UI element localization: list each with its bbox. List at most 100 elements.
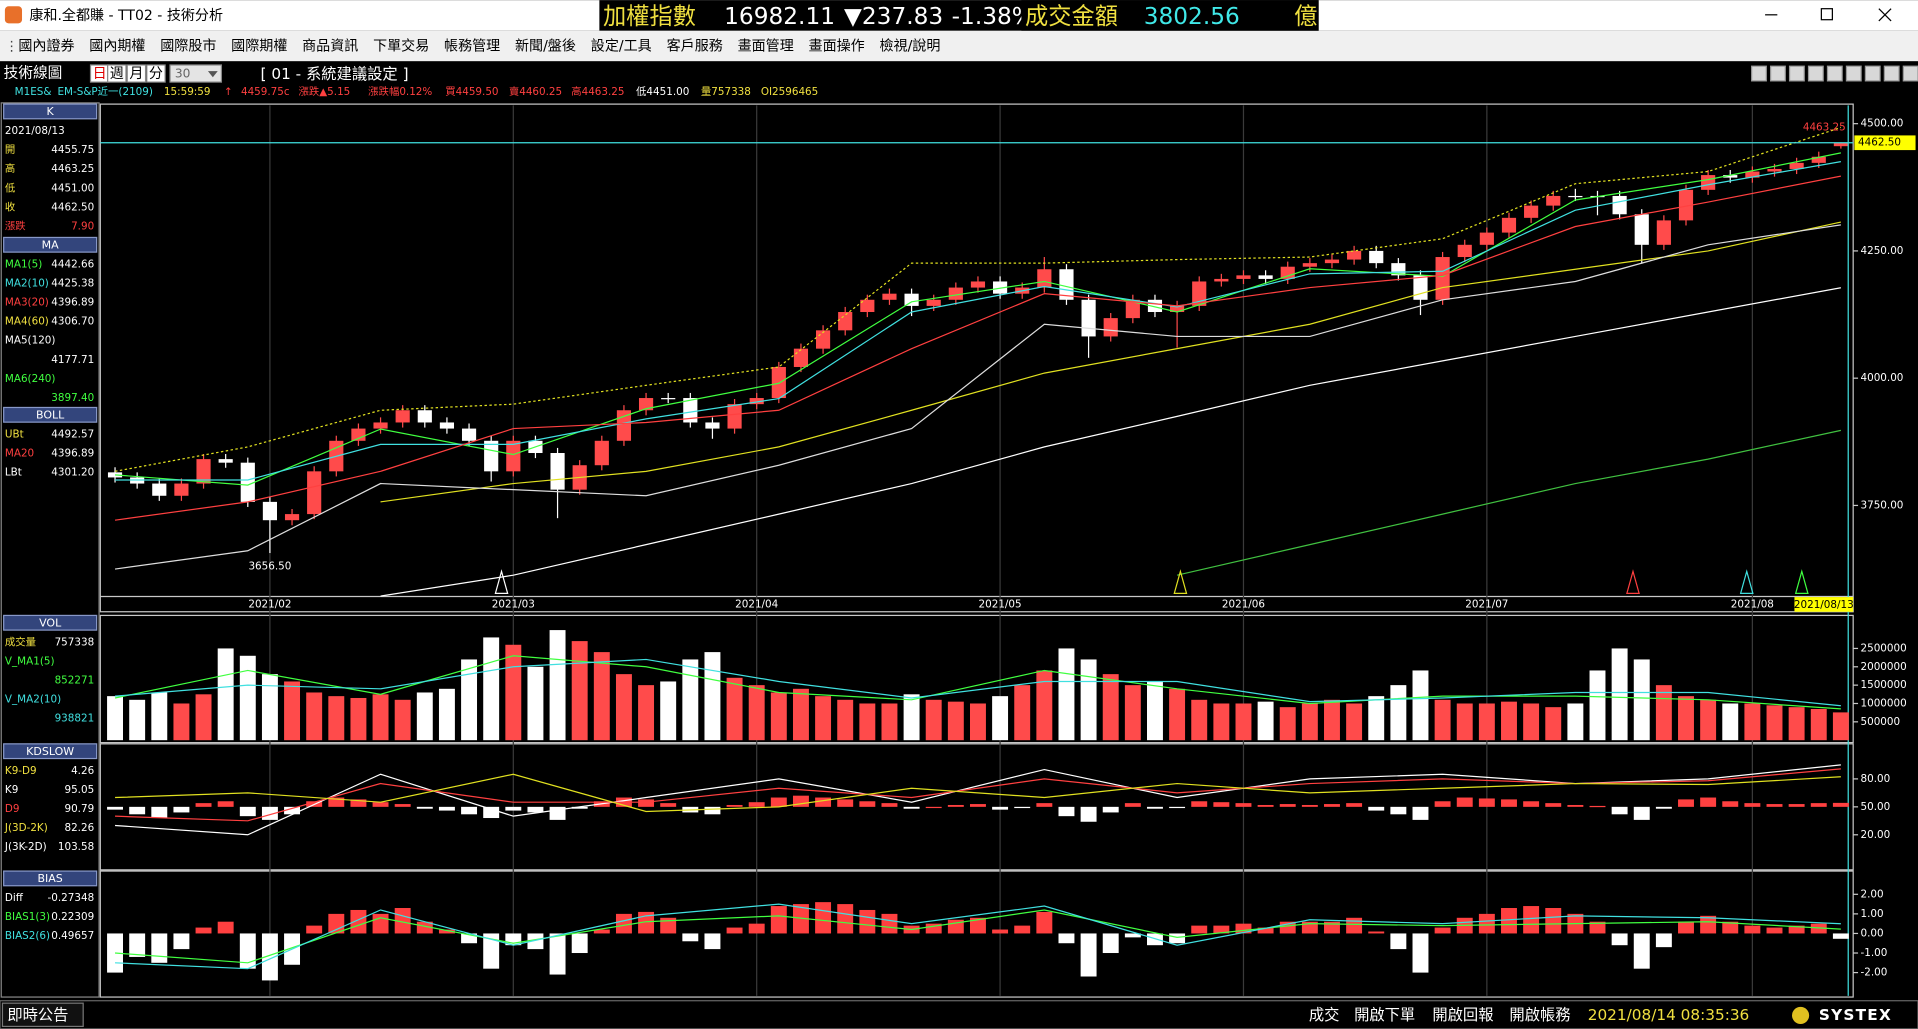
candle-body [461,428,477,441]
tool-button[interactable] [1883,65,1900,82]
y-tick-label: 1.00 [1861,908,1884,920]
volume-bar [1058,648,1075,741]
interval-value[interactable]: 30 [175,67,191,81]
tool-button[interactable] [1788,65,1805,82]
tool-button[interactable] [1807,65,1824,82]
volume-bar [372,694,389,741]
menu-item[interactable]: 客戶服務 [667,38,723,55]
bias-bar [1147,933,1163,946]
menu-item[interactable]: 國內證券 [18,38,74,55]
indicator-line [380,287,1841,597]
volume-bar [1279,707,1296,741]
panel-title: MA [42,238,59,251]
candle-body [218,459,233,463]
kd-bar [1501,799,1517,807]
menu-item[interactable]: 下單交易 [373,38,429,55]
kd-bar [1633,806,1650,820]
status-button[interactable]: 開啟下單 [1354,1006,1415,1024]
period-label[interactable]: 分 [149,66,163,82]
tool-button[interactable] [1864,65,1881,82]
interval-select[interactable] [169,64,223,83]
status-button[interactable]: 開啟帳務 [1509,1006,1570,1024]
select-arrow[interactable] [207,71,218,78]
menu-item[interactable]: 新聞/盤後 [515,39,576,55]
status-bar [0,1000,1918,1029]
window-buttons[interactable] [1765,8,1892,22]
kd-bar [1058,806,1075,817]
kd-bar [1478,798,1495,807]
menu-item[interactable]: 國際股市 [160,38,216,55]
tool-button[interactable] [1902,65,1918,82]
indicator-value: 4492.57 [51,428,94,440]
tool-button[interactable] [1751,65,1767,82]
status-button[interactable]: 開啟回報 [1432,1006,1493,1024]
period-label[interactable]: 日 [93,66,107,82]
bias-bar [1014,925,1031,934]
close[interactable] [1878,8,1892,22]
notice-box[interactable] [1,1002,84,1028]
volume-bar [1589,670,1606,741]
tool-button[interactable] [1826,65,1843,82]
kd-bar [992,806,1009,810]
ticker-unit: 億 [1294,3,1317,30]
bias-bar [1301,921,1318,934]
indicator-value: 4425.38 [51,277,94,289]
menu-item[interactable]: 帳務管理 [444,39,500,55]
kd-bar [261,806,278,820]
period-tab[interactable] [126,64,147,83]
tool-button[interactable] [1769,65,1786,82]
ticker-amount_label: 成交金額 [1025,3,1118,30]
volume-bar [1611,648,1628,741]
kd-bar [1655,806,1672,809]
bias-bar [1235,923,1252,934]
volume-bar [1810,708,1827,741]
period-label[interactable]: 週 [110,66,124,82]
kd-bar [1324,804,1340,807]
period-tab[interactable] [107,64,127,83]
kd-bar [1567,804,1584,807]
restore[interactable] [1820,8,1833,21]
indicator-label: 低 [5,181,16,194]
tool-button[interactable] [1845,65,1862,82]
candle-body [1302,263,1317,267]
bias-bar [1368,931,1385,934]
bias-bar [261,933,278,981]
menu-item[interactable]: 商品資訊 [302,39,358,55]
candle-body [1413,275,1428,300]
kd-bar [969,804,986,807]
kd-bar [1678,799,1694,807]
quote-field: 4459.75c [241,86,290,98]
menu-item[interactable]: 畫面管理 [738,39,794,55]
indicator-label: 開 [5,144,15,156]
volume-bar [173,703,190,741]
candle-body [793,348,809,367]
menu-item[interactable]: 設定/工具 [591,39,652,55]
period-tab[interactable] [146,64,166,83]
candle-body [1347,250,1362,260]
kd-bar [1368,806,1385,811]
indicator-value: 4396.89 [51,447,94,459]
menu-item[interactable]: 國內期權 [89,39,145,55]
status-button[interactable]: 成交 [1309,1006,1340,1024]
volume-bar [969,703,986,741]
indicator-line [114,224,1841,570]
volume-bar [261,674,278,741]
volume-bar [1124,685,1141,741]
volume-bar [1147,681,1163,741]
volume-bar [660,681,677,741]
panel-header [3,103,98,120]
volume-bar [1545,707,1562,741]
menu-item[interactable]: 國際期權 [231,39,287,55]
bias-bar [1257,927,1274,934]
kd-bar [1147,806,1163,809]
kd-bar [173,806,190,813]
bias-bar [615,913,632,934]
kd-bar [903,806,920,809]
menu-item[interactable]: 畫面操作 [809,39,865,55]
panel-title: VOL [39,616,62,629]
y-tick-label: 1000000 [1861,697,1907,709]
menu-item[interactable]: 檢視/說明 [879,38,940,55]
indicator-value: 757338 [55,636,95,648]
notice-label[interactable]: 即時公告 [7,1006,68,1024]
period-label[interactable]: 月 [129,66,143,82]
